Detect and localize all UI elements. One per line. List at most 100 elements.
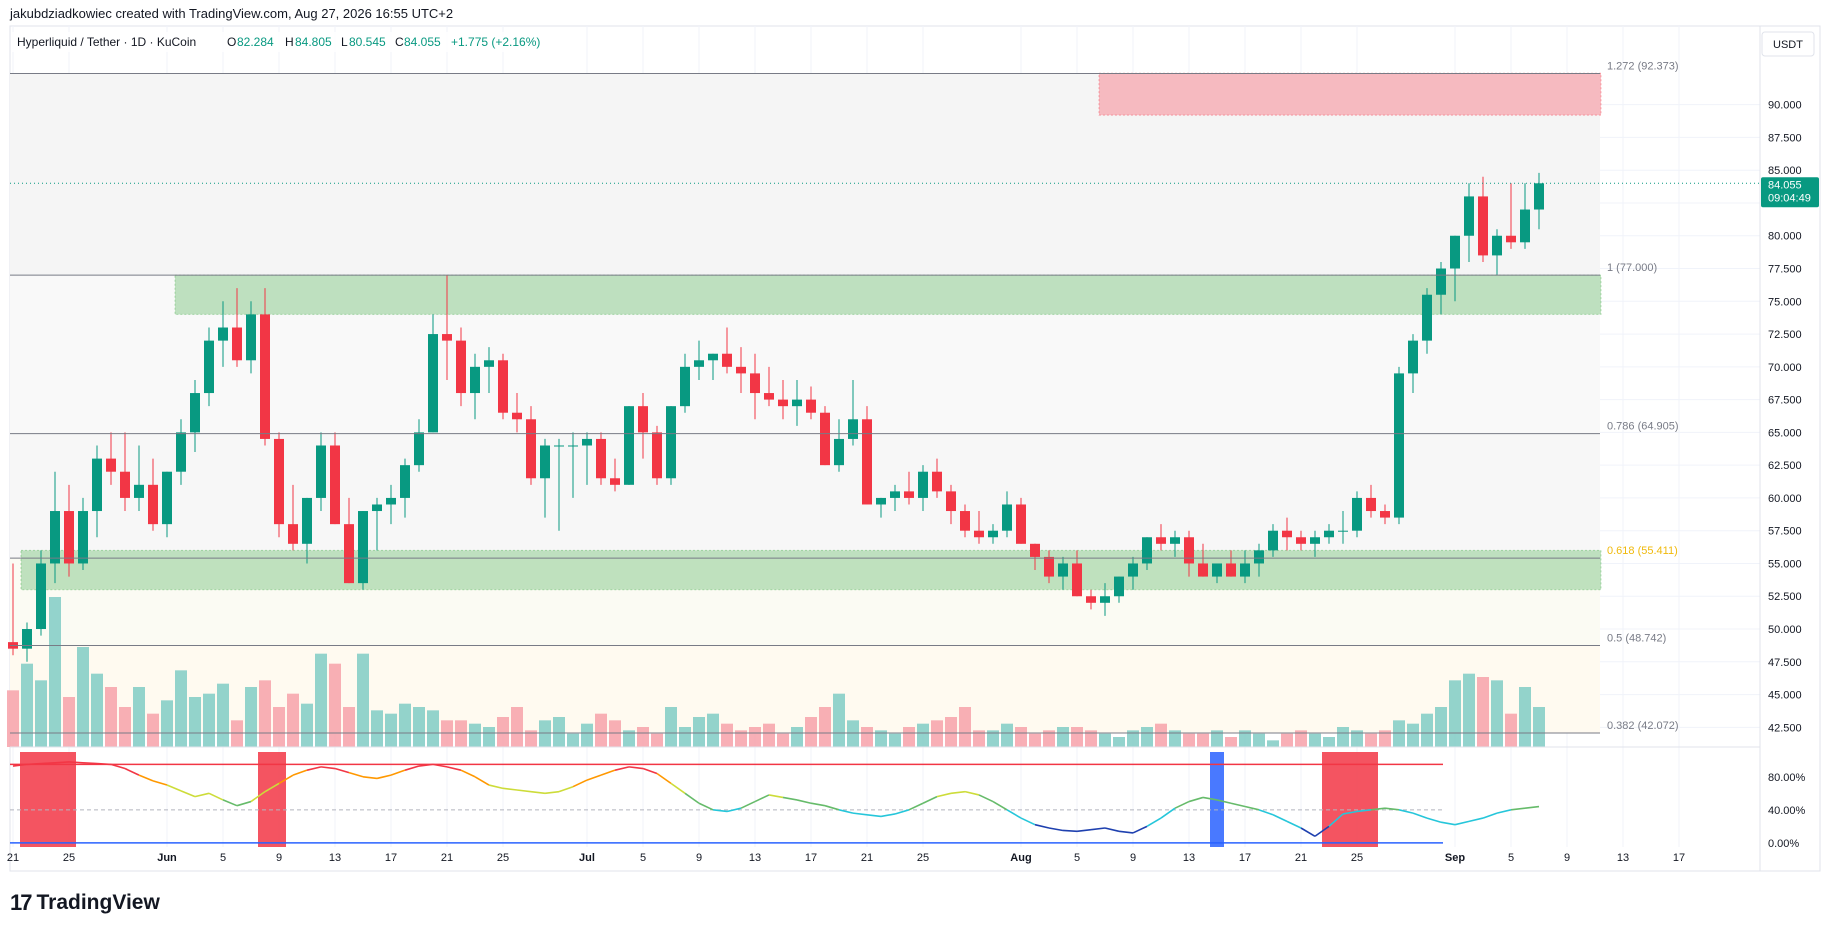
candle-body[interactable]	[1226, 563, 1236, 577]
candle-body[interactable]	[610, 478, 620, 485]
candle-body[interactable]	[904, 491, 914, 498]
candle-body[interactable]	[1450, 235, 1460, 269]
candles[interactable]	[8, 172, 1544, 662]
candle-body[interactable]	[512, 412, 522, 420]
price-axis[interactable]: 42.500 45.000 47.500 50.000 52.500 55.000 57.5…	[1768, 100, 1806, 850]
candle-body[interactable]	[274, 438, 284, 525]
candle-body[interactable]	[358, 511, 368, 584]
candle-body[interactable]	[78, 511, 88, 564]
candle-body[interactable]	[50, 511, 60, 564]
candle-body[interactable]	[1184, 537, 1194, 564]
candle-body[interactable]	[946, 491, 956, 512]
candle-body[interactable]	[1366, 497, 1376, 512]
candle-body[interactable]	[1282, 530, 1292, 538]
candle-body[interactable]	[694, 360, 704, 367]
candle-body[interactable]	[652, 432, 662, 479]
candle-body[interactable]	[218, 327, 228, 341]
candle-body[interactable]	[1464, 196, 1474, 236]
candle-body[interactable]	[1492, 235, 1502, 256]
currency-button[interactable]	[1761, 31, 1815, 57]
candle-body[interactable]	[708, 353, 718, 361]
candle-body[interactable]	[778, 399, 788, 407]
candle-body[interactable]	[372, 504, 382, 512]
candle-body[interactable]	[680, 366, 690, 407]
candle-body[interactable]	[470, 366, 480, 394]
candle-body[interactable]	[540, 445, 550, 479]
candle-body[interactable]	[484, 360, 494, 367]
candle-body[interactable]	[736, 366, 746, 374]
candle-body[interactable]	[932, 471, 942, 492]
candle-body[interactable]	[820, 412, 830, 466]
candle-body[interactable]	[386, 497, 396, 505]
candle-body[interactable]	[582, 438, 592, 446]
candle-body[interactable]	[1086, 596, 1096, 603]
candle-body[interactable]	[568, 445, 578, 447]
candle-body[interactable]	[400, 465, 410, 498]
candle-body[interactable]	[232, 327, 242, 361]
candle-body[interactable]	[876, 497, 886, 505]
candle-body[interactable]	[1394, 373, 1404, 518]
candle-body[interactable]	[1100, 596, 1110, 603]
candle-body[interactable]	[1002, 504, 1012, 531]
candle-body[interactable]	[1044, 556, 1054, 577]
candle-body[interactable]	[190, 393, 200, 433]
candle-body[interactable]	[638, 406, 648, 433]
candle-body[interactable]	[260, 314, 270, 439]
candle-body[interactable]	[1072, 563, 1082, 597]
candle-body[interactable]	[722, 353, 732, 367]
candle-body[interactable]	[974, 530, 984, 538]
candle-body[interactable]	[1114, 576, 1124, 597]
candle-body[interactable]	[106, 458, 116, 472]
candle-body[interactable]	[1240, 563, 1250, 577]
candle-body[interactable]	[1534, 183, 1544, 210]
candle-body[interactable]	[330, 445, 340, 525]
candle-body[interactable]	[1058, 563, 1068, 577]
candle-body[interactable]	[120, 471, 130, 498]
candle-body[interactable]	[1170, 537, 1180, 544]
candle-body[interactable]	[806, 399, 816, 413]
candle-body[interactable]	[92, 458, 102, 512]
candle-body[interactable]	[456, 340, 466, 394]
candle-body[interactable]	[1352, 497, 1362, 531]
candle-body[interactable]	[176, 432, 186, 472]
candle-body[interactable]	[834, 438, 844, 466]
candle-body[interactable]	[148, 484, 158, 525]
candle-body[interactable]	[596, 438, 606, 479]
candle-body[interactable]	[1268, 530, 1278, 551]
candle-body[interactable]	[64, 511, 74, 564]
candle-body[interactable]	[162, 471, 172, 525]
candle-body[interactable]	[414, 432, 424, 466]
candle-body[interactable]	[1212, 563, 1222, 577]
candle-body[interactable]	[918, 471, 928, 498]
candle-body[interactable]	[890, 491, 900, 498]
candle-body[interactable]	[246, 314, 256, 361]
candle-body[interactable]	[1408, 340, 1418, 374]
candle-body[interactable]	[1380, 511, 1390, 518]
candle-body[interactable]	[302, 497, 312, 544]
candle-body[interactable]	[666, 406, 676, 479]
candle-body[interactable]	[1198, 563, 1208, 577]
oscillator-pane[interactable]	[10, 752, 1540, 847]
candle-body[interactable]	[1310, 537, 1320, 544]
time-axis[interactable]: 21 25 Jun 5 9 13 17 21 25 Jul 5 9 13 17 21 25 Aug 5 9 13 17 2…	[7, 852, 1685, 864]
tradingview-logo[interactable]: 17 TradingView	[10, 890, 160, 916]
candle-body[interactable]	[764, 393, 774, 400]
candle-body[interactable]	[1142, 537, 1152, 564]
candle-body[interactable]	[862, 419, 872, 505]
candle-body[interactable]	[1324, 530, 1334, 538]
candle-body[interactable]	[750, 373, 760, 394]
candle-body[interactable]	[134, 484, 144, 498]
candle-body[interactable]	[1506, 235, 1516, 243]
candle-body[interactable]	[1478, 196, 1488, 256]
candle-body[interactable]	[848, 419, 858, 439]
candle-body[interactable]	[204, 340, 214, 394]
candle-body[interactable]	[1254, 550, 1264, 564]
candle-body[interactable]	[960, 511, 970, 531]
candle-body[interactable]	[792, 399, 802, 407]
candle-body[interactable]	[1156, 537, 1166, 544]
candle-body[interactable]	[624, 406, 634, 485]
candle-body[interactable]	[498, 360, 508, 413]
candle-body[interactable]	[1296, 537, 1306, 544]
candle-body[interactable]	[344, 524, 354, 584]
